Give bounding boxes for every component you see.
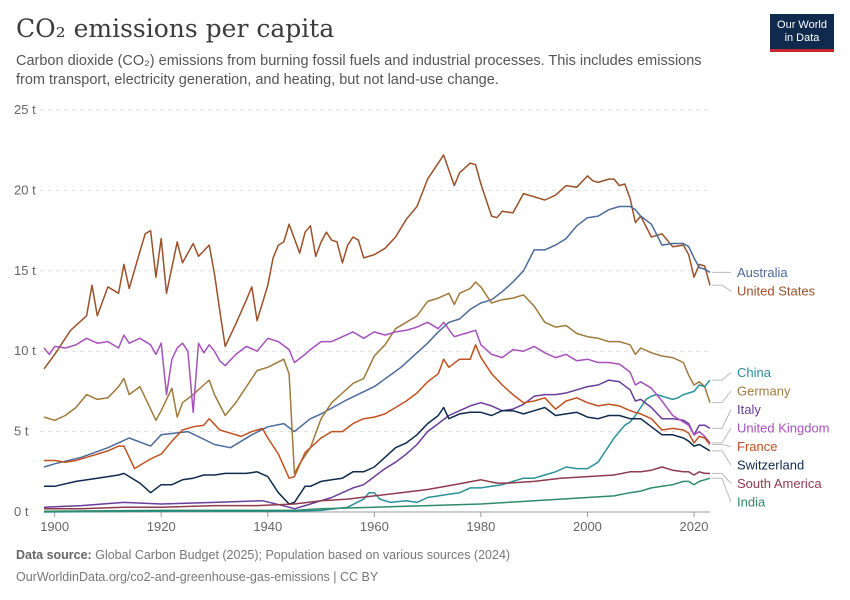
series-label-germany: Germany (737, 384, 791, 399)
y-tick-label: 15 t (14, 263, 36, 278)
series-line-france (44, 344, 711, 479)
series-label-australia: Australia (737, 265, 788, 280)
series-label-south-america: South America (737, 476, 822, 491)
series-label-switzerland: Switzerland (737, 458, 804, 473)
logo-line-2: in Data (784, 32, 820, 44)
series-line-italy (43, 379, 711, 510)
series-line-china (43, 379, 711, 513)
source-label: Data source: (16, 548, 92, 562)
label-connector-india (712, 477, 732, 503)
x-tick-label: 1900 (40, 519, 69, 534)
y-tick-label: 10 t (14, 343, 36, 358)
x-tick-label: 1960 (360, 519, 389, 534)
label-connector-france (712, 443, 732, 447)
series-line-india (43, 477, 711, 512)
logo-line-1: Our World (777, 19, 827, 31)
label-connector-united-states (712, 284, 732, 292)
owid-logo[interactable]: Our World in Data (770, 14, 834, 52)
label-connector-united-kingdom (712, 427, 732, 444)
source-url[interactable]: OurWorldinData.org/co2-and-greenhouse-ga… (16, 570, 379, 584)
y-tick-label: 20 t (14, 182, 36, 197)
x-tick-label: 1920 (147, 519, 176, 534)
series-label-italy: Italy (737, 402, 761, 417)
x-tick-label: 1940 (253, 519, 282, 534)
y-tick-label: 25 t (14, 102, 36, 117)
series-label-india: India (737, 495, 766, 510)
label-connector-china (712, 372, 732, 381)
chart-title: CO₂ emissions per capita (16, 14, 335, 43)
series-line-australia (43, 205, 711, 468)
y-tick-label: 5 t (14, 424, 29, 439)
series-line-germany (43, 281, 711, 475)
series-line-united-states (43, 154, 711, 370)
label-connector-italy (712, 409, 732, 429)
label-connector-south-america (712, 472, 732, 484)
line-chart: 0 t 5 t 10 t 15 t 20 t 25 t 1900 1920 1940 1960 19… (14, 102, 830, 534)
y-tick-label: 0 t (14, 504, 29, 519)
series-label-united-kingdom: United Kingdom (737, 421, 830, 436)
series-line-switzerland (44, 406, 711, 505)
source-note: Data source: Global Carbon Budget (2025)… (16, 548, 510, 562)
series-line-united-kingdom (43, 321, 711, 444)
source-text: Global Carbon Budget (2025); Population … (95, 548, 511, 562)
label-connector-switzerland (712, 450, 732, 466)
label-connector-germany (712, 390, 732, 404)
chart-subtitle: Carbon dioxide (CO₂) emissions from burn… (16, 53, 702, 88)
series-label-china: China (737, 365, 772, 380)
x-tick-label: 1980 (466, 519, 495, 534)
x-tick-label: 2020 (680, 519, 709, 534)
series-line-south-america (44, 466, 710, 510)
x-tick-label: 2000 (573, 519, 602, 534)
series-label-united-states: United States (737, 283, 816, 298)
series-label-france: France (737, 439, 777, 454)
